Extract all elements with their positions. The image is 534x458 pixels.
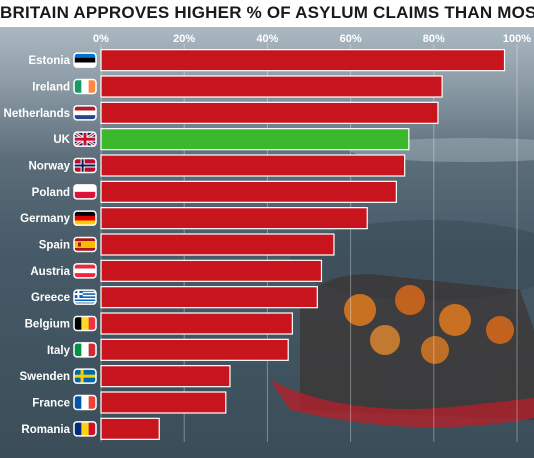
belgium-flag — [74, 316, 96, 331]
flag-border — [73, 131, 97, 147]
category-label: Germany — [20, 213, 70, 225]
flag-border — [73, 315, 97, 332]
category-label: Estonia — [28, 55, 70, 67]
bar-uk — [100, 128, 410, 151]
bar-france — [100, 391, 227, 414]
x-tick-label: 100% — [503, 33, 531, 45]
flag-border — [73, 263, 97, 279]
bar-swenden — [100, 365, 231, 388]
category-label: Austria — [30, 266, 70, 278]
flag-border — [73, 368, 97, 384]
category-label: Netherlands — [4, 108, 70, 120]
flag-border — [73, 105, 97, 121]
category-label: Poland — [32, 187, 70, 199]
austria-flag — [74, 263, 96, 278]
ireland-flag — [74, 79, 96, 94]
bar-ireland — [100, 75, 443, 98]
france-flag — [74, 395, 96, 410]
flag-border — [73, 52, 97, 68]
category-label: Belgium — [25, 319, 70, 331]
x-tick-label: 60% — [340, 33, 362, 45]
bar-spain — [100, 233, 335, 256]
flag-border — [73, 210, 97, 226]
bar-netherlands — [100, 101, 439, 124]
flag-border — [73, 184, 97, 200]
category-label: Romania — [21, 424, 70, 436]
category-label: Spain — [39, 240, 70, 252]
romania-flag — [74, 421, 96, 436]
italy-flag — [74, 342, 96, 357]
spain-flag — [74, 237, 96, 252]
sweden-flag — [74, 369, 96, 384]
x-tick-label: 80% — [423, 33, 445, 45]
flag-border — [73, 421, 97, 437]
x-tick-label: 40% — [256, 33, 278, 45]
bar-austria — [100, 259, 323, 282]
x-tick-label: 20% — [173, 33, 195, 45]
category-label: Norway — [28, 161, 70, 173]
bar-romania — [100, 417, 160, 440]
bar-italy — [100, 338, 289, 361]
bars — [100, 49, 506, 440]
poland-flag — [74, 184, 96, 199]
title-bar: BRITAIN APPROVES HIGHER % OF ASYLUM CLAI… — [0, 0, 534, 27]
greece-flag — [74, 290, 96, 305]
flag-border — [73, 78, 97, 95]
bar-greece — [100, 286, 318, 309]
category-label: Greece — [31, 292, 70, 304]
estonia-flag — [74, 53, 96, 68]
bar-poland — [100, 180, 397, 203]
flag-border — [73, 394, 97, 411]
category-label: Italy — [47, 345, 71, 357]
category-label: UK — [53, 134, 70, 146]
category-label: France — [32, 398, 70, 410]
x-axis-ticks: 0% 20% 40% 60% 80% 100% — [93, 33, 531, 45]
flag-border — [73, 157, 97, 174]
category-label: Ireland — [32, 82, 70, 94]
category-label: Swenden — [20, 371, 70, 383]
norway-flag — [74, 158, 96, 173]
uk-flag — [74, 132, 96, 147]
bar-norway — [100, 154, 406, 177]
germany-flag — [74, 211, 96, 226]
flags — [73, 52, 97, 437]
bar-belgium — [100, 312, 293, 335]
flag-border — [73, 289, 97, 305]
category-labels: Estonia Ireland Netherlands UK Norway Poland G… — [4, 55, 71, 436]
bar-germany — [100, 207, 368, 230]
flag-border — [73, 342, 97, 358]
x-tick-label: 0% — [93, 33, 109, 45]
netherlands-flag — [74, 105, 96, 120]
chart-title: BRITAIN APPROVES HIGHER % OF ASYLUM CLAI… — [0, 3, 534, 22]
flag-border — [73, 236, 97, 253]
bar-estonia — [100, 49, 506, 72]
